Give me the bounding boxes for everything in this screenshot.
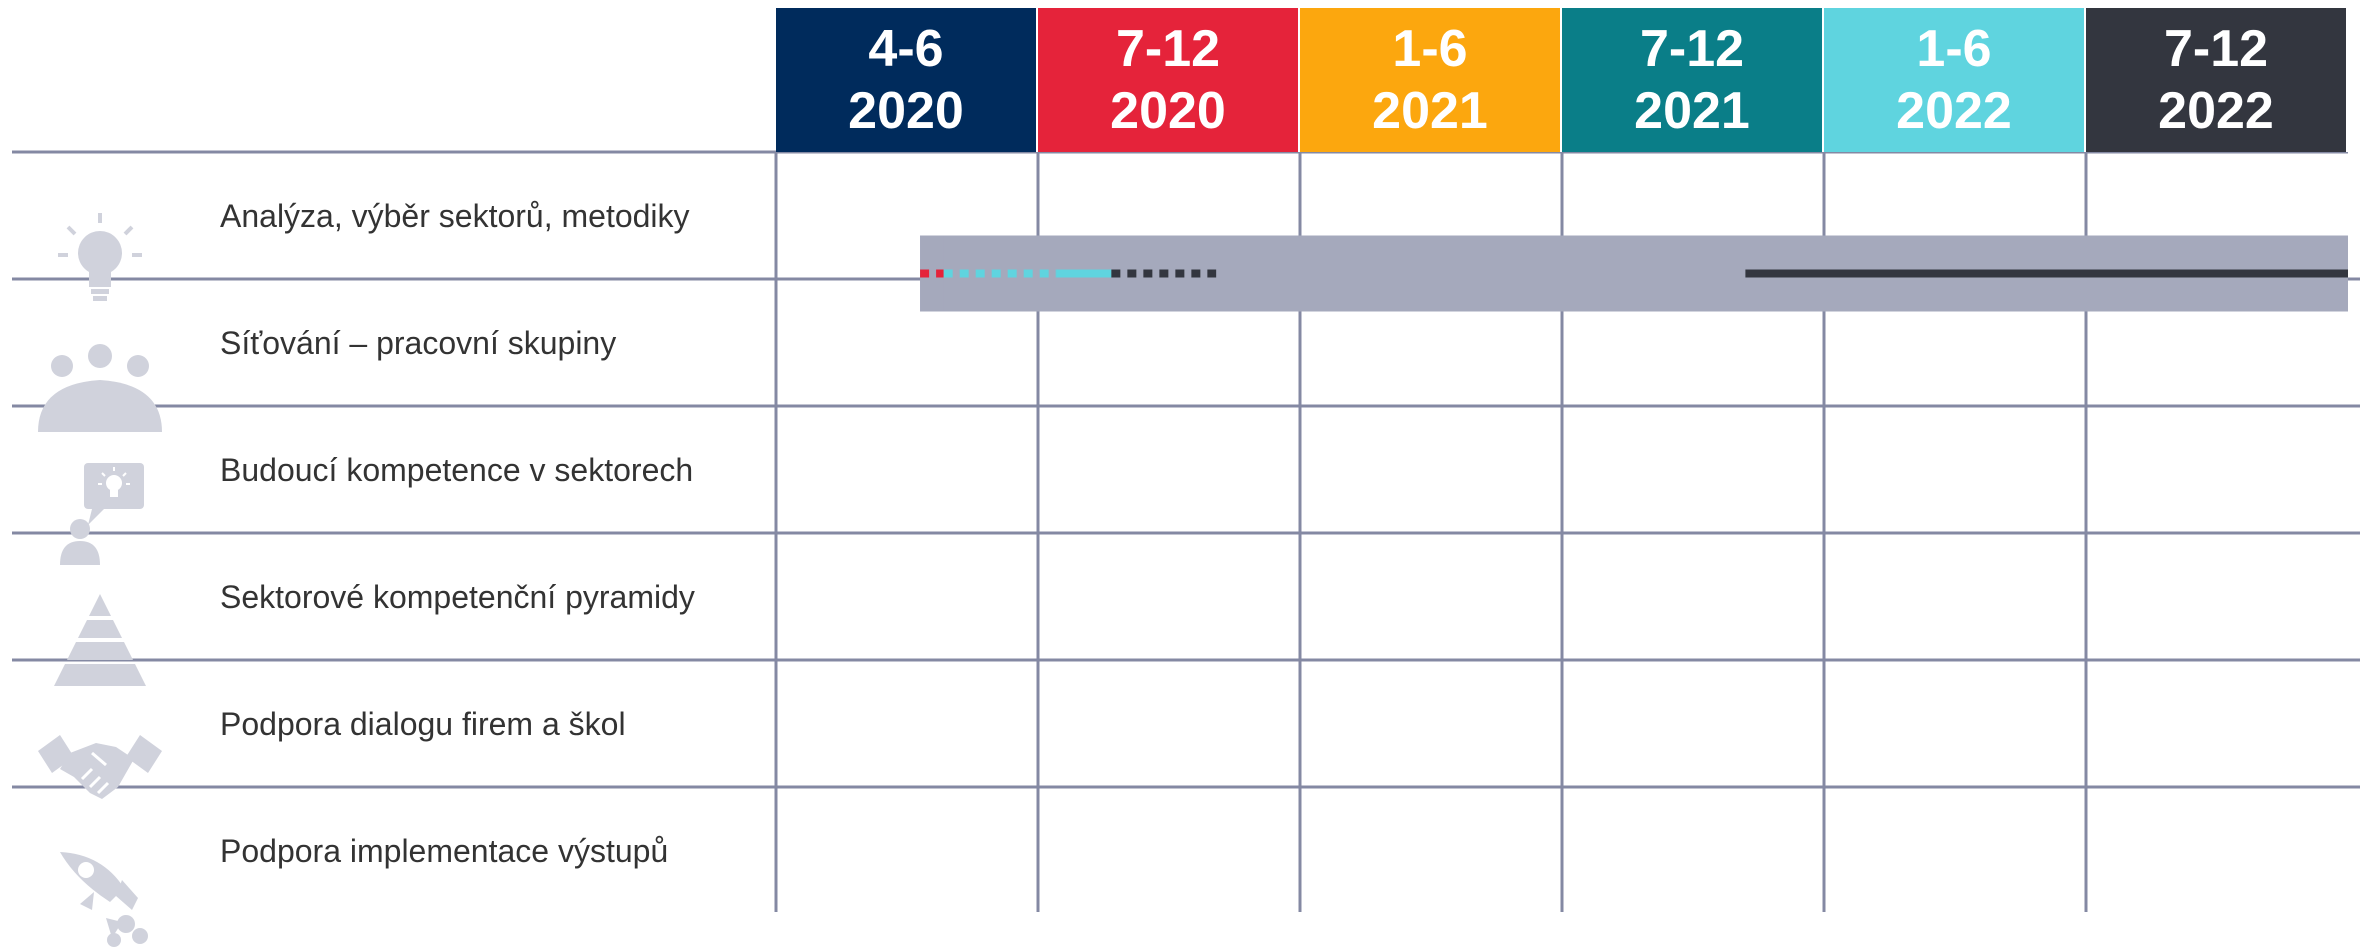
period-range: 1-6: [1392, 20, 1468, 78]
period-range: 1-6: [1916, 20, 1992, 78]
period-year: 2022: [2158, 82, 2274, 140]
period-range: 7-12: [1639, 20, 1745, 78]
activity-label-implementation: Podpora implementace výstupů: [220, 833, 669, 869]
period-year: 2021: [1634, 82, 1750, 140]
period-header: 7-12 2022: [2086, 8, 2348, 152]
period-header: 7-12 2021: [1562, 8, 1824, 152]
activity-label-pyramids: Sektorové kompetenční pyramidy: [220, 579, 695, 615]
activity-label-future-competences: Budoucí kompetence v sektorech: [220, 452, 694, 488]
period-header: 1-6 2022: [1824, 8, 2086, 152]
rocket-icon: [30, 840, 170, 950]
period-header: 4-6 2020: [776, 8, 1038, 152]
period-header: 1-6 2021: [1300, 8, 1562, 152]
period-year: 2020: [848, 82, 964, 140]
person-idea-icon: [30, 459, 170, 569]
period-header: 7-12 2020: [1038, 8, 1300, 152]
handshake-icon: [30, 713, 170, 823]
period-year: 2020: [1110, 82, 1226, 140]
activity-label-networking: Síťování – pracovní skupiny: [220, 325, 617, 361]
period-range: 7-12: [2163, 20, 2269, 78]
pyramid-icon: [30, 586, 170, 696]
activity-label-analysis: Analýza, výběr sektorů, metodiky: [220, 198, 690, 234]
group-icon: [30, 332, 170, 442]
period-year: 2022: [1896, 82, 2012, 140]
period-range: 7-12: [1115, 20, 1221, 78]
activity-label-dialogue: Podpora dialogu firem a škol: [220, 706, 626, 742]
lightbulb-icon: [30, 205, 170, 315]
period-year: 2021: [1372, 82, 1488, 140]
period-range: 4-6: [868, 20, 944, 78]
